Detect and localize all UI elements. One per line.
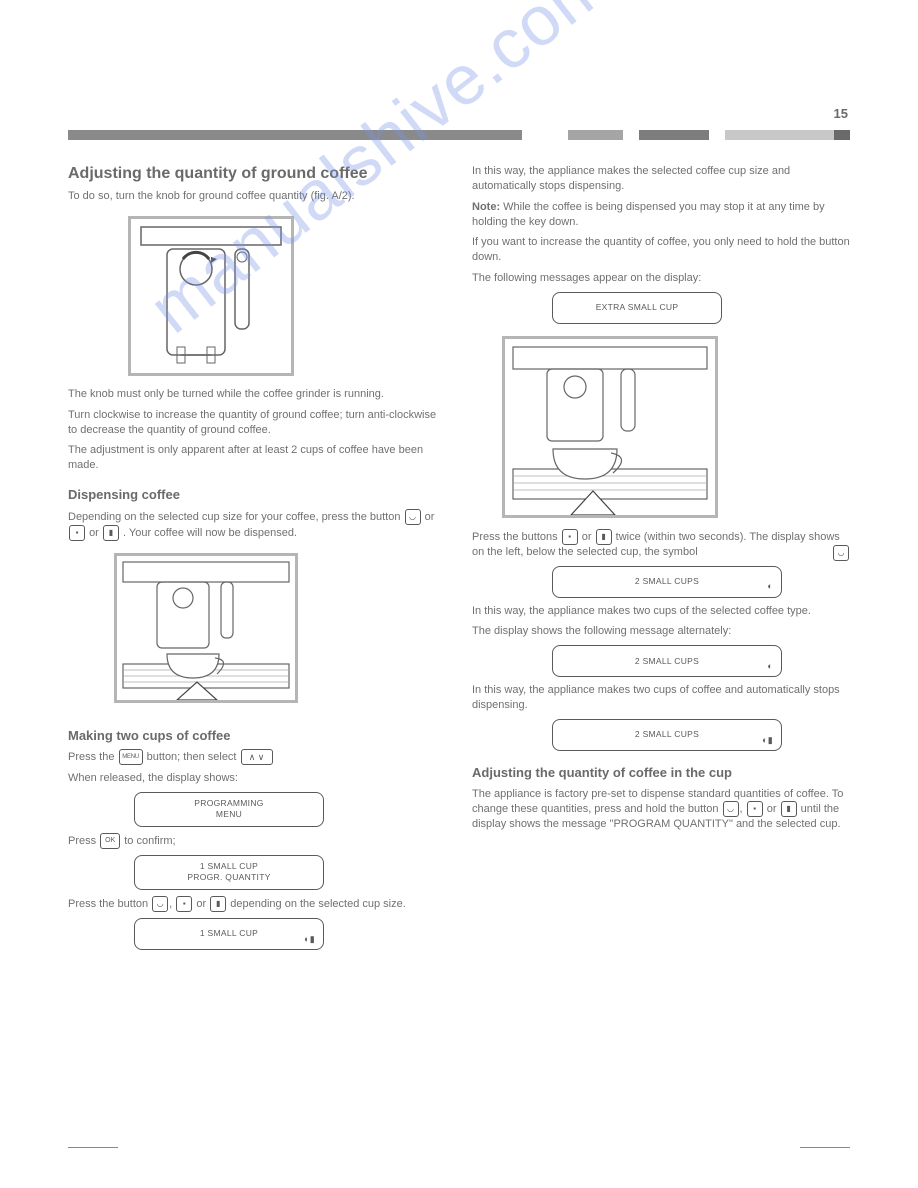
comma2: , <box>740 803 743 815</box>
text-or4: or <box>767 803 777 815</box>
text-then-select: button; then select <box>147 751 237 763</box>
two-cup-symbol-icon: ◡ <box>833 545 849 561</box>
lcd-line1: 1 SMALL CUP <box>145 861 313 872</box>
para-released-display: When released, the display shows: <box>68 771 446 786</box>
text-confirm: to confirm; <box>124 835 175 847</box>
para-turn-knob: To do so, turn the knob for ground coffe… <box>68 189 446 204</box>
figure-two-cups <box>502 336 718 518</box>
lcd-one-small-cup-2: 1 SMALL CUP ◐▮ <box>134 918 324 950</box>
figure-dispensing-cup <box>114 553 298 703</box>
large-cup-icon-r: ▮ <box>596 529 612 545</box>
medium-cup-icon-r: ▪ <box>562 529 578 545</box>
page-footer <box>68 1141 850 1148</box>
note-label: Note: <box>472 201 500 213</box>
lcd-corner-icon: ◐ <box>767 580 773 592</box>
ok-button-icon: OK <box>100 833 120 849</box>
lcd-line1: 2 SMALL CUPS <box>563 729 771 740</box>
lcd-line1: EXTRA SMALL CUP <box>563 302 711 313</box>
text-or2: or <box>89 527 99 539</box>
lcd-two-small-c: 2 SMALL CUPS ◐▮ <box>552 719 782 751</box>
text-dispensed: . Your coffee will now be dispensed. <box>123 527 297 539</box>
text-or1: or <box>425 511 435 523</box>
heading-dispensing-coffee: Dispensing coffee <box>68 487 446 503</box>
small-cup-icon: ◡ <box>405 509 421 525</box>
medium-cup-icon-2: ▪ <box>176 896 192 912</box>
small-cup-icon-2: ◡ <box>152 896 168 912</box>
lcd-corner-icon: ◐ <box>767 660 773 672</box>
para-increase-qty: If you want to increase the quantity of … <box>472 235 850 265</box>
small-cup-icon-3: ◡ <box>723 801 739 817</box>
footer-rule-left <box>68 1147 118 1148</box>
text-press-button: Press the button <box>68 898 148 910</box>
para-press-cup-button: Depending on the selected cup size for y… <box>68 509 446 541</box>
lcd-line2: PROGR. QUANTITY <box>145 872 313 883</box>
para-messages-appear: The following messages appear on the dis… <box>472 271 850 286</box>
lcd-corner-icon: ◐▮ <box>762 734 773 746</box>
para-alternate-msg: The display shows the following message … <box>472 624 850 639</box>
heading-adjust-cup-qty: Adjusting the quantity of coffee in the … <box>472 765 850 781</box>
footer-rule-right <box>800 1147 850 1148</box>
lcd-line1: 2 SMALL CUPS <box>563 576 771 587</box>
lcd-two-small-a: 2 SMALL CUPS ◐ <box>552 566 782 598</box>
para-note: Note: While the coffee is being dispense… <box>472 200 850 230</box>
menu-button-icon: MENU <box>119 749 143 765</box>
medium-cup-icon: ▪ <box>69 525 85 541</box>
up-down-arrows-icon: ∧ ∨ <box>241 749 273 765</box>
para-two-cups-apparent: The adjustment is only apparent after at… <box>68 443 446 473</box>
large-cup-icon-2: ▮ <box>210 896 226 912</box>
para-knob-running: The knob must only be turned while the c… <box>68 387 446 402</box>
heading-adjust-ground-coffee: Adjusting the quantity of ground coffee <box>68 164 446 183</box>
large-cup-icon-3: ▮ <box>781 801 797 817</box>
heading-two-cups: Making two cups of coffee <box>68 728 446 744</box>
lcd-line1: PROGRAMMING <box>145 798 313 809</box>
para-two-cups-auto: In this way, the appliance makes two cup… <box>472 683 850 713</box>
lcd-one-small-cup: 1 SMALL CUP PROGR. QUANTITY <box>134 855 324 890</box>
left-column: Adjusting the quantity of ground coffee … <box>68 164 446 956</box>
para-press-ok: Press OK to confirm; <box>68 833 446 849</box>
para-auto-stop: In this way, the appliance makes the sel… <box>472 164 850 194</box>
text-press: Press the <box>68 751 114 763</box>
text-or-r: or <box>582 531 592 543</box>
lcd-corner-icon: ◐▮ <box>304 933 315 945</box>
comma: , <box>169 898 175 910</box>
lcd-line1: 1 SMALL CUP <box>145 928 313 939</box>
lcd-programming-menu: PROGRAMMING MENU <box>134 792 324 827</box>
lcd-two-small-b: 2 SMALL CUPS ◐ <box>552 645 782 677</box>
para-press-cup-size: Press the button ◡, ▪ or ▮ depending on … <box>68 896 446 912</box>
para-press-twice: Press the buttons ▪ or ▮ twice (within t… <box>472 529 850 560</box>
lcd-line1: 2 SMALL CUPS <box>563 656 771 667</box>
text-depending: Depending on the selected cup size for y… <box>68 511 400 523</box>
para-press-menu: Press the MENU button; then select ∧ ∨ <box>68 749 446 765</box>
text-press-buttons: Press the buttons <box>472 531 558 543</box>
figure-grinder-knob <box>128 216 294 376</box>
para-factory-preset: The appliance is factory pre-set to disp… <box>472 787 850 833</box>
note-text: While the coffee is being dispensed you … <box>472 201 825 228</box>
para-clockwise: Turn clockwise to increase the quantity … <box>68 408 446 438</box>
para-two-cups-made: In this way, the appliance makes two cup… <box>472 604 850 619</box>
text-depending2: depending on the selected cup size. <box>230 898 406 910</box>
large-cup-icon: ▮ <box>103 525 119 541</box>
lcd-line2: MENU <box>145 809 313 820</box>
right-column: In this way, the appliance makes the sel… <box>472 164 850 956</box>
medium-cup-icon-3: ▪ <box>747 801 763 817</box>
lcd-extra-small: EXTRA SMALL CUP <box>552 292 722 324</box>
text-or3: or <box>196 898 209 910</box>
text-press-ok: Press <box>68 835 96 847</box>
